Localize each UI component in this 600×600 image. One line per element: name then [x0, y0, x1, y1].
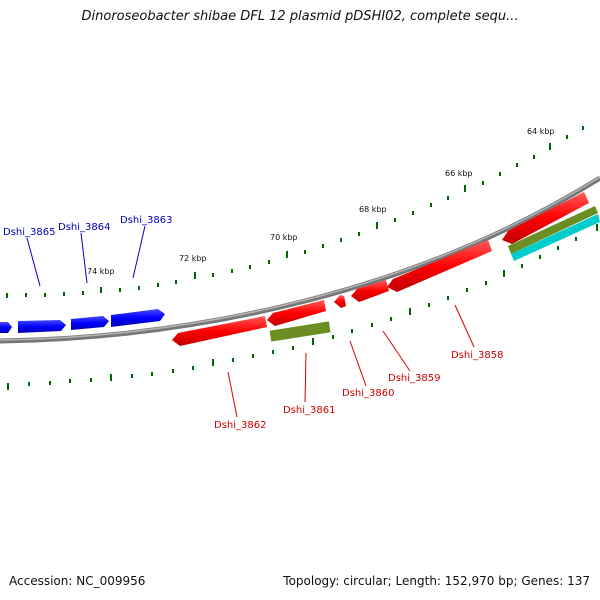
- scale-label-68: 68 kbp: [359, 205, 387, 214]
- scale-label-64: 64 kbp: [527, 127, 555, 136]
- topology-summary: Topology: circular; Length: 152,970 bp; …: [283, 574, 590, 588]
- gene-label-dshi-3858[interactable]: Dshi_3858: [451, 350, 503, 361]
- gene-label-dshi-3861[interactable]: Dshi_3861: [283, 405, 335, 416]
- gene-arrow-dshi-3865[interactable]: [18, 320, 66, 333]
- inner-tick-track: [7, 224, 598, 390]
- gene-arrow-dshi-3862[interactable]: [172, 316, 267, 346]
- plasmid-backbone: [0, 175, 600, 344]
- scale-label-74: 74 kbp: [87, 267, 115, 276]
- accession-text: Accession: NC_009956: [9, 574, 146, 588]
- gene-arrow-dshi-3864[interactable]: [71, 316, 109, 330]
- map-title: Dinoroseobacter shibae DFL 12 plasmid pD…: [81, 9, 519, 24]
- gene-arrow-dshi-3858[interactable]: [387, 240, 492, 292]
- gene-label-dshi-3862[interactable]: Dshi_3862: [214, 420, 266, 431]
- gene-label-dshi-3860[interactable]: Dshi_3860: [342, 388, 394, 399]
- gene-label-dshi-3859[interactable]: Dshi_3859: [388, 373, 440, 384]
- gene-arrow-dshi-3859[interactable]: [351, 280, 389, 302]
- leader-lines: [26, 225, 475, 418]
- gene-arrow-forward-0[interactable]: [0, 322, 12, 333]
- scale-label-70: 70 kbp: [270, 233, 298, 242]
- gene-arrow-dshi-3860[interactable]: [334, 295, 346, 308]
- gene-arrow-dshi-3863[interactable]: [111, 309, 165, 327]
- gene-arrow-dshi-3861[interactable]: [267, 300, 326, 326]
- scale-label-72: 72 kbp: [179, 254, 207, 263]
- feature-olive-block-2[interactable]: [508, 206, 598, 254]
- gene-label-dshi-3864[interactable]: Dshi_3864: [58, 222, 110, 233]
- gene-arrow-reverse-extra[interactable]: [502, 192, 589, 244]
- forward-genes: [0, 309, 165, 333]
- feature-olive-block[interactable]: [269, 321, 331, 342]
- outer-tick-track: [6, 126, 584, 298]
- reverse-genes: [172, 192, 589, 346]
- gene-label-dshi-3863[interactable]: Dshi_3863: [120, 215, 172, 226]
- gene-label-dshi-3865[interactable]: Dshi_3865: [3, 227, 55, 238]
- scale-label-66: 66 kbp: [445, 169, 473, 178]
- feature-cyan-block[interactable]: [511, 214, 600, 261]
